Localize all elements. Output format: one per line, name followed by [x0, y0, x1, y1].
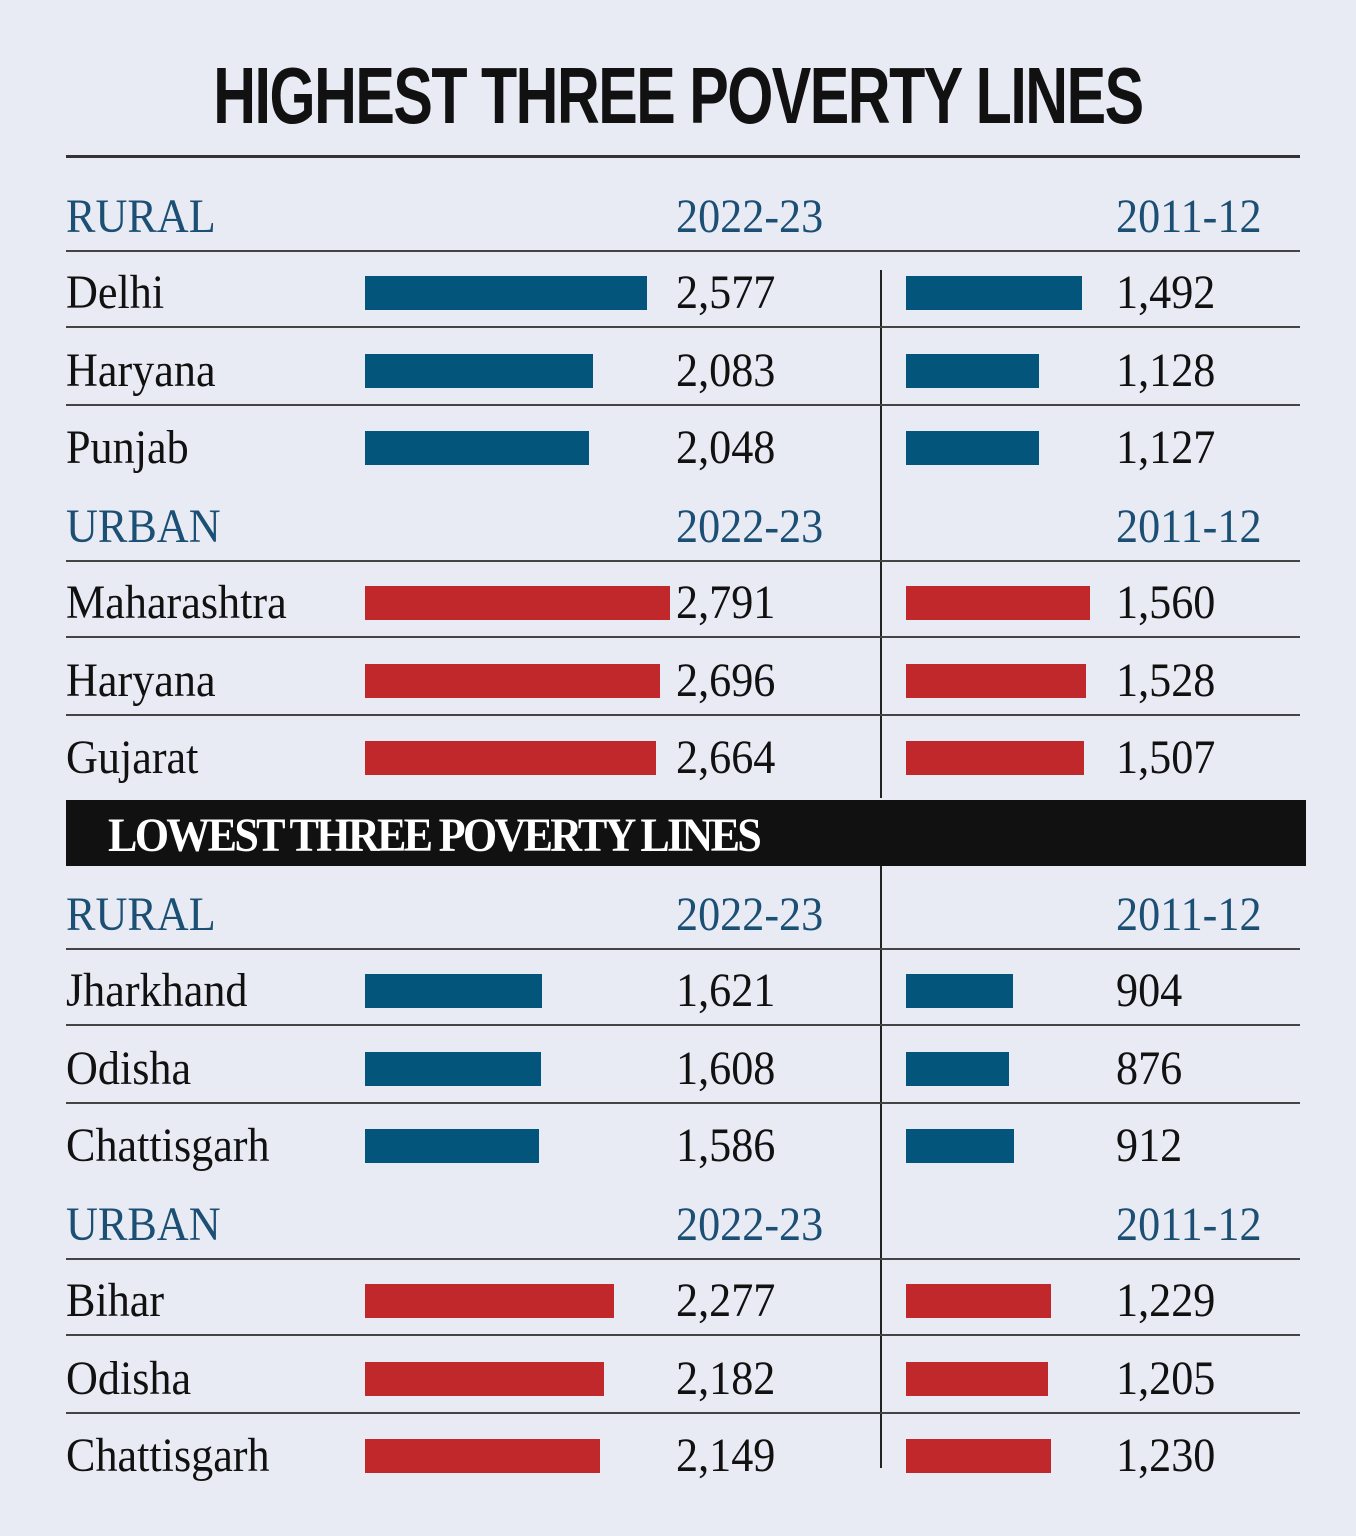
- value-label-2011-12: 1,230: [1116, 1429, 1216, 1482]
- bar-2022-23: [365, 1439, 601, 1473]
- state-label: Punjab: [66, 421, 189, 474]
- header-rule: [66, 250, 1300, 252]
- value-label-2022-23: 2,149: [676, 1429, 776, 1482]
- row-rule: [66, 636, 1300, 638]
- value-label-2022-23: 2,277: [676, 1274, 776, 1327]
- column-header-2022-23: 2022-23: [676, 1198, 824, 1251]
- value-label-2011-12: 1,229: [1116, 1274, 1216, 1327]
- column-header-2011-12: 2011-12: [1116, 888, 1262, 941]
- bar-2022-23: [365, 741, 657, 775]
- value-label-2022-23: 1,586: [676, 1119, 776, 1172]
- bar-2011-12: [906, 1361, 1049, 1396]
- state-label: Odisha: [66, 1351, 192, 1405]
- state-label: Chattisgarh: [66, 1429, 270, 1482]
- value-label-2022-23: 2,577: [676, 266, 776, 319]
- bar-2022-23: [365, 663, 660, 698]
- value-label-2022-23: 2,791: [676, 576, 776, 629]
- value-label-2022-23: 2,048: [676, 421, 776, 474]
- value-label-2011-12: 1,127: [1116, 421, 1216, 474]
- row-rule: [66, 403, 1300, 406]
- state-label: Gujarat: [66, 731, 199, 784]
- state-label: Jharkhand: [66, 964, 248, 1017]
- bar-2011-12: [906, 1439, 1052, 1473]
- column-divider: [880, 866, 882, 1468]
- header-rule: [66, 1258, 1300, 1260]
- chart-title-text: HIGHEST THREE POVERTY LINES: [213, 51, 1144, 140]
- value-label-2011-12: 904: [1116, 964, 1183, 1017]
- row-rule: [66, 713, 1300, 716]
- value-label-2011-12: 1,560: [1116, 576, 1216, 629]
- state-label: Maharashtra: [66, 576, 287, 629]
- value-label-2022-23: 1,621: [676, 964, 776, 1017]
- value-label-2022-23: 1,608: [676, 1041, 776, 1095]
- bar-2011-12: [906, 431, 1039, 465]
- column-header-2022-23: 2022-23: [676, 500, 824, 553]
- value-label-2011-12: 1,128: [1116, 343, 1216, 397]
- bar-2022-23: [365, 1361, 604, 1396]
- section-label: RURAL: [66, 190, 216, 243]
- value-label-2022-23: 2,182: [676, 1351, 776, 1405]
- chart-title: HIGHEST THREE POVERTY LINES: [0, 50, 1356, 142]
- column-header-2022-23: 2022-23: [676, 888, 824, 941]
- state-label: Haryana: [66, 343, 216, 397]
- bar-2022-23: [365, 431, 590, 465]
- bar-2022-23: [365, 1284, 615, 1318]
- bar-2011-12: [906, 276, 1083, 310]
- bar-2022-23: [365, 586, 671, 620]
- section-label: URBAN: [66, 500, 221, 553]
- state-label: Haryana: [66, 653, 216, 707]
- section-label: RURAL: [66, 888, 216, 941]
- bar-2011-12: [906, 1129, 1014, 1163]
- bar-2011-12: [906, 1051, 1010, 1086]
- column-header-2022-23: 2022-23: [676, 190, 824, 243]
- state-label: Odisha: [66, 1041, 192, 1095]
- bar-2011-12: [906, 353, 1040, 388]
- row-rule: [66, 1024, 1300, 1026]
- value-label-2022-23: 2,083: [676, 343, 776, 397]
- column-header-2011-12: 2011-12: [1116, 500, 1262, 553]
- row-rule: [66, 326, 1300, 328]
- bar-2022-23: [365, 1051, 541, 1086]
- value-label-2011-12: 876: [1116, 1041, 1183, 1095]
- state-label: Bihar: [66, 1274, 165, 1327]
- bar-2022-23: [365, 276, 647, 310]
- bar-2011-12: [906, 741, 1084, 775]
- bar-2011-12: [906, 1284, 1052, 1318]
- bar-2022-23: [365, 353, 593, 388]
- column-header-2011-12: 2011-12: [1116, 190, 1262, 243]
- row-rule: [66, 1411, 1300, 1414]
- column-divider: [880, 270, 882, 798]
- bar-2022-23: [365, 1129, 539, 1163]
- bar-2022-23: [365, 974, 543, 1008]
- section-label: URBAN: [66, 1198, 221, 1251]
- value-label-2011-12: 1,492: [1116, 266, 1216, 319]
- bar-2011-12: [906, 663, 1087, 698]
- state-label: Chattisgarh: [66, 1119, 270, 1172]
- value-label-2011-12: 1,528: [1116, 653, 1216, 707]
- value-label-2011-12: 1,507: [1116, 731, 1216, 784]
- header-rule: [66, 948, 1300, 950]
- bar-2011-12: [906, 974, 1013, 1008]
- row-rule: [66, 1334, 1300, 1336]
- row-rule: [66, 1101, 1300, 1104]
- value-label-2022-23: 2,696: [676, 653, 776, 707]
- value-label-2022-23: 2,664: [676, 731, 776, 784]
- column-header-2011-12: 2011-12: [1116, 1198, 1262, 1251]
- lowest-banner: LOWEST THREE POVERTY LINES: [66, 800, 1306, 866]
- value-label-2011-12: 1,205: [1116, 1351, 1216, 1405]
- bar-2011-12: [906, 586, 1091, 620]
- banner-text: LOWEST THREE POVERTY LINES: [108, 809, 762, 862]
- header-rule: [66, 560, 1300, 562]
- value-label-2011-12: 912: [1116, 1119, 1183, 1172]
- title-rule: [66, 155, 1300, 158]
- state-label: Delhi: [66, 266, 165, 319]
